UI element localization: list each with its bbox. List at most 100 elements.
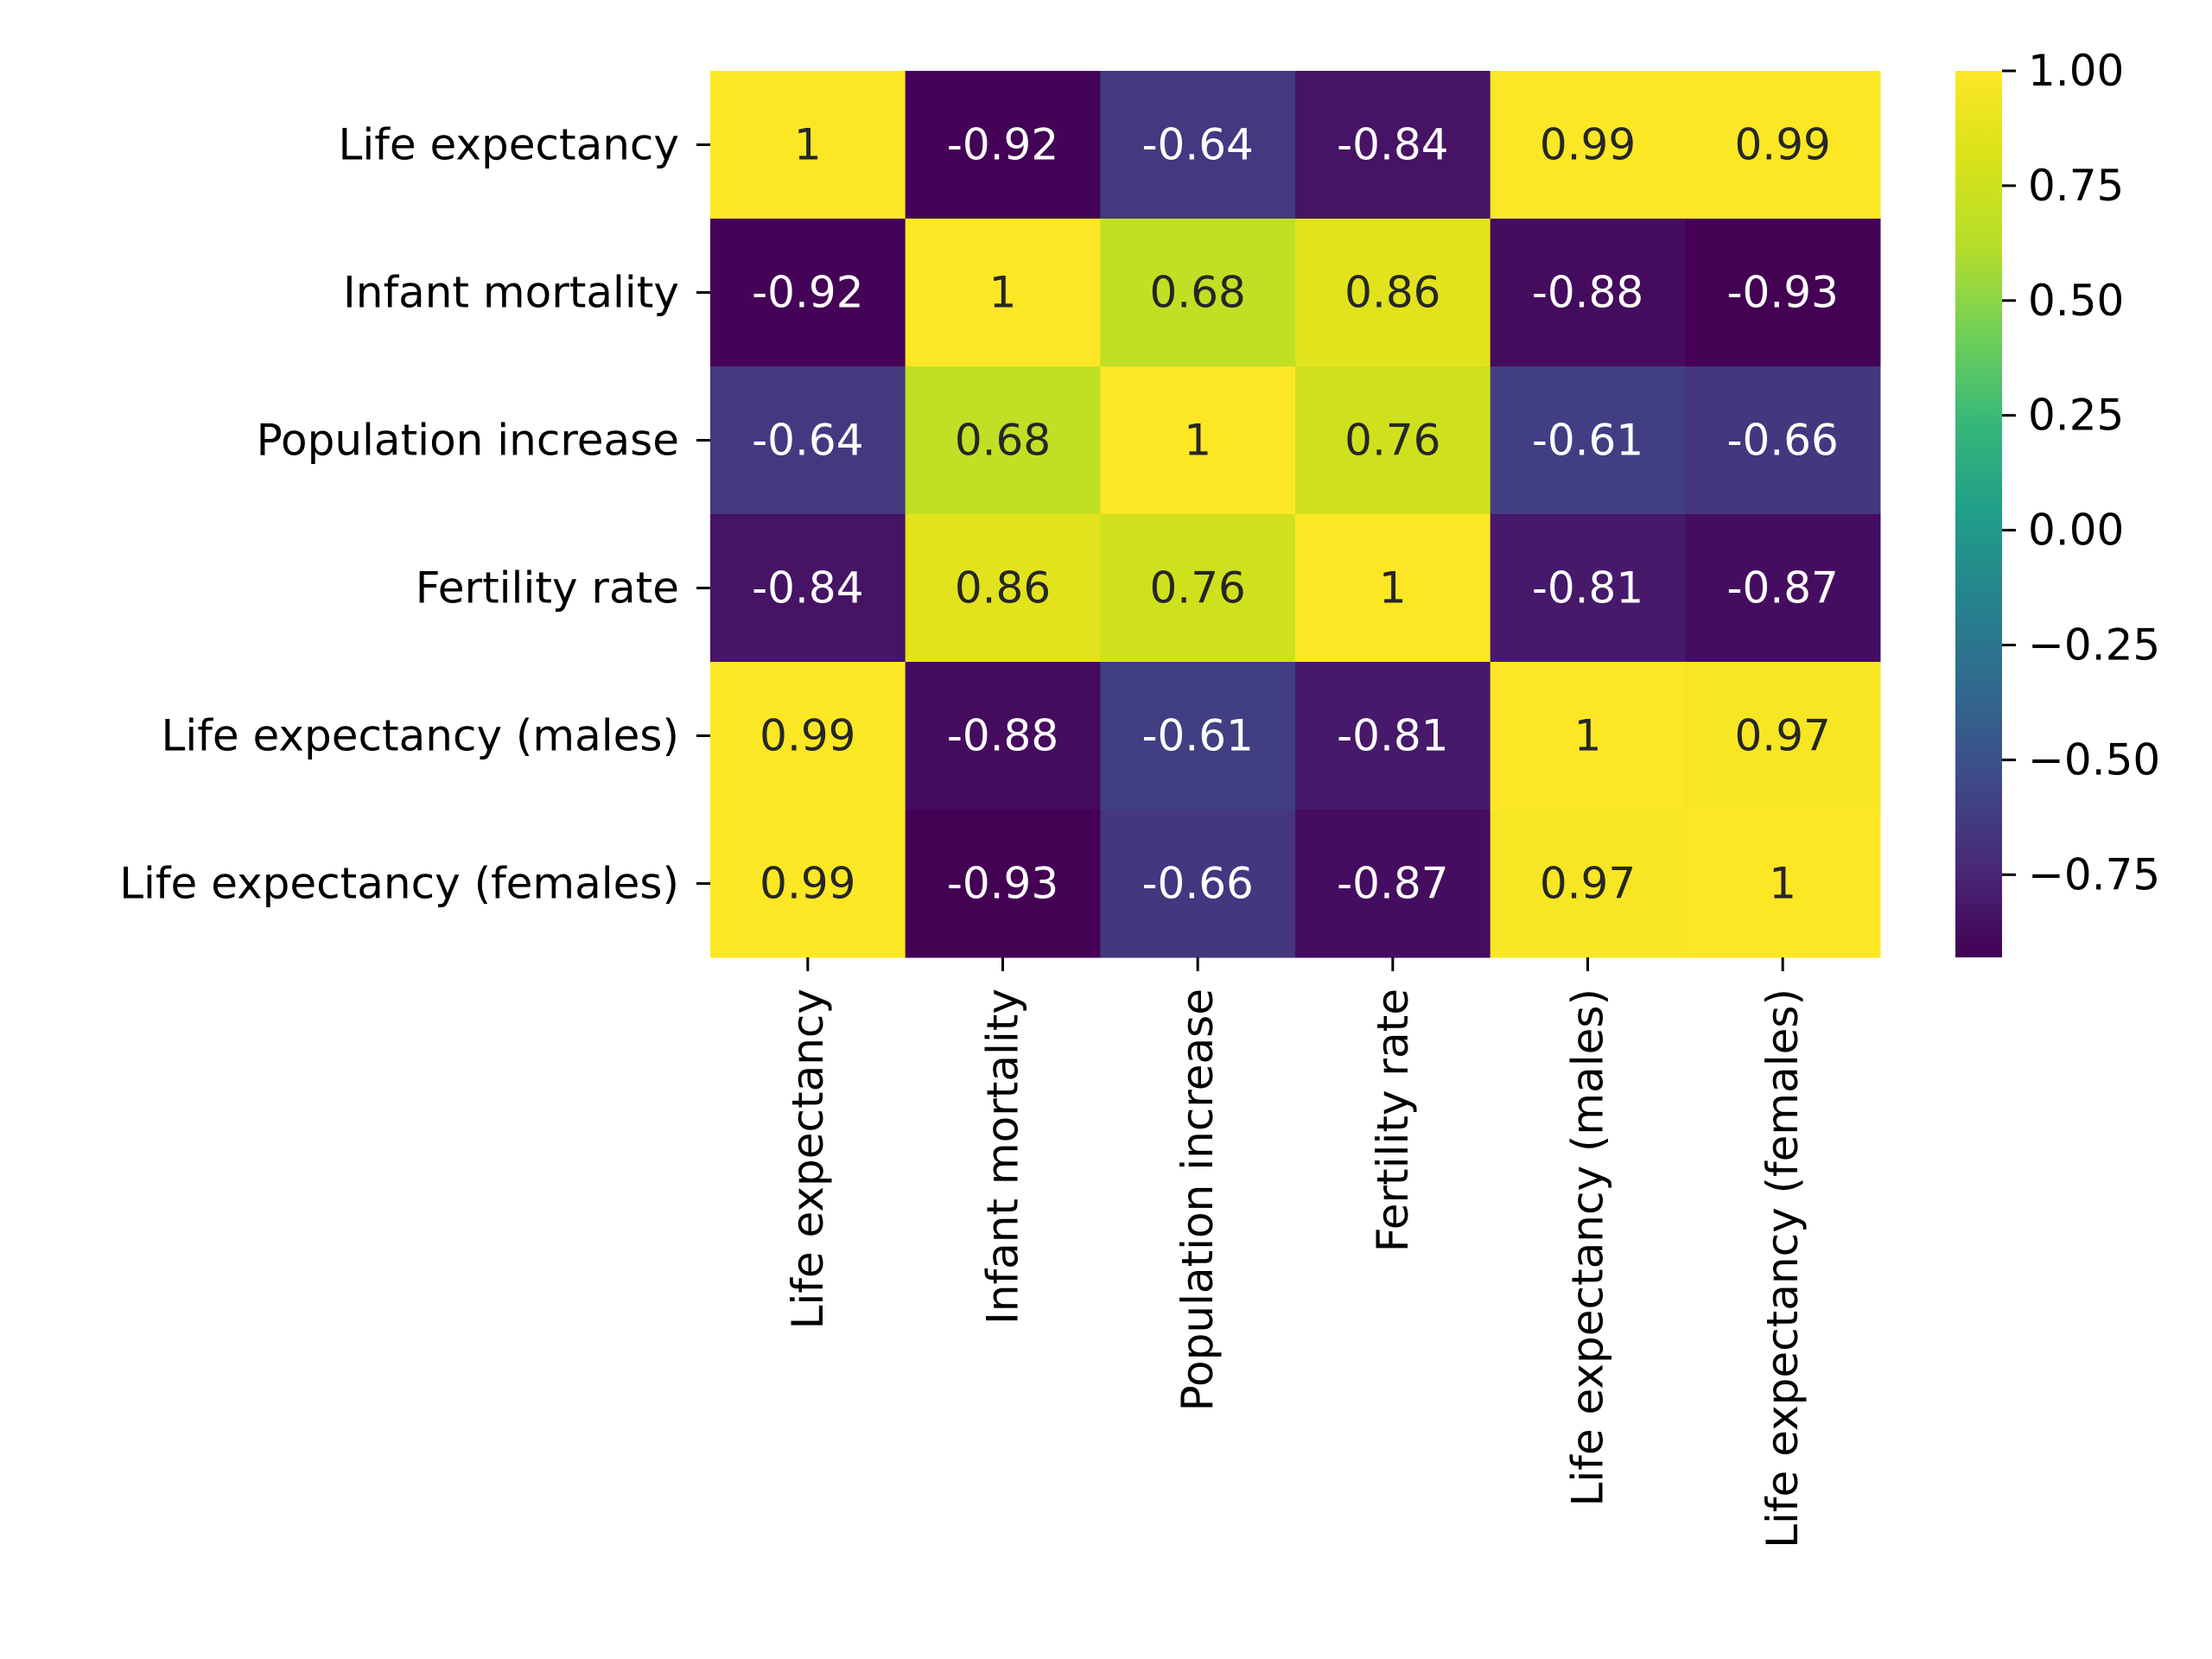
cell-value-label: 0.76 — [1150, 563, 1246, 613]
cell-value-label: -0.87 — [1726, 563, 1838, 613]
heatmap-cell — [1100, 219, 1296, 367]
heatmap-cell — [1685, 366, 1881, 515]
cell-value-label: 0.68 — [1150, 268, 1246, 318]
heatmap-cell — [1490, 366, 1686, 515]
y-tick-label: Population increase — [257, 416, 679, 466]
heatmap-cell — [1100, 366, 1296, 515]
heatmap-cell — [1100, 662, 1296, 810]
heatmap-cell — [905, 662, 1101, 810]
heatmap-cell — [1295, 219, 1491, 367]
cell-value-label: 0.68 — [955, 416, 1051, 466]
cell-value-label: 0.97 — [1735, 711, 1831, 761]
x-axis: Life expectancy Infant mortality Populatio… — [783, 957, 1808, 1548]
cell-value-label: 0.86 — [955, 563, 1051, 613]
cell-value-label: -0.84 — [752, 563, 863, 613]
x-tick-label: Infant mortality — [978, 988, 1028, 1325]
heatmap-cell — [1490, 219, 1686, 367]
cell-value-label: -0.81 — [1337, 711, 1448, 761]
heatmap-cell — [1685, 71, 1881, 219]
cell-value-label: -0.84 — [1337, 120, 1448, 170]
cell-value-label: 1 — [989, 268, 1017, 318]
heatmap-cell — [1685, 810, 1881, 958]
colorbar-gradient — [1955, 71, 2002, 957]
heatmap-cell — [1490, 662, 1686, 810]
cell-value-label: -0.92 — [947, 120, 1058, 170]
heatmap-cell — [1295, 662, 1491, 810]
cell-value-label: -0.93 — [1726, 268, 1838, 318]
x-tick-label: Life expectancy — [783, 988, 833, 1329]
heatmap-cell — [1490, 810, 1686, 958]
cell-value-label: 1 — [1574, 711, 1602, 761]
cell-value-label: -0.87 — [1337, 859, 1448, 909]
cell-value-label: -0.93 — [947, 859, 1058, 909]
colorbar-tick-label: −0.25 — [2028, 620, 2160, 671]
colorbar-ticks: 1.00 0.75 0.50 0.25 0.00 −0.25 −0.50 −0.75 — [2002, 46, 2160, 899]
y-tick-label: Fertility rate — [416, 563, 679, 613]
y-tick-label: Life expectancy — [339, 120, 679, 170]
cell-value-label: 0.99 — [760, 859, 855, 909]
x-tick-label: Fertility rate — [1368, 988, 1418, 1252]
cell-value-label: 0.99 — [1735, 120, 1831, 170]
heatmap-cell — [710, 514, 906, 663]
y-tick-label: Life expectancy (females) — [119, 859, 679, 909]
cell-value-label: -0.92 — [752, 268, 863, 318]
cell-value-label: -0.66 — [1726, 416, 1838, 466]
heatmap-cell — [1295, 810, 1491, 958]
heatmap-cell — [710, 71, 906, 219]
x-tick-label: Life expectancy (females) — [1758, 988, 1808, 1548]
heatmap-cell — [1100, 810, 1296, 958]
cell-value-label: -0.88 — [947, 711, 1058, 761]
cell-value-label: 0.99 — [1540, 120, 1636, 170]
cell-value-label: -0.64 — [752, 416, 863, 466]
colorbar-tick-label: 0.75 — [2028, 161, 2124, 211]
heatmap-cell — [1100, 514, 1296, 663]
heatmap-cell — [710, 366, 906, 515]
cell-value-label: 1 — [1769, 859, 1796, 909]
colorbar-tick-label: −0.50 — [2028, 734, 2160, 785]
cell-value-label: -0.64 — [1141, 120, 1253, 170]
cell-value-label: 0.76 — [1344, 416, 1440, 466]
heatmap-cell — [905, 71, 1101, 219]
cell-value-label: -0.61 — [1141, 711, 1253, 761]
heatmap-cell — [1685, 514, 1881, 663]
heatmap-cell — [905, 514, 1101, 663]
x-tick-label: Population increase — [1173, 988, 1223, 1411]
colorbar-tick-label: 0.25 — [2028, 391, 2124, 441]
cell-value-label: 1 — [794, 120, 822, 170]
x-tick-label: Life expectancy (males) — [1563, 988, 1613, 1506]
cell-value-label: -0.61 — [1532, 416, 1643, 466]
heatmap-cell — [1295, 71, 1491, 219]
heatmap-cell-labels: 1 -0.92 -0.64 -0.84 0.99 0.99 -0.92 1 0.68 0.86 -0… — [752, 120, 1839, 909]
colorbar-tick-label: 0.50 — [2028, 276, 2124, 326]
y-tick-label: Infant mortality — [343, 268, 679, 318]
heatmap-cell — [905, 219, 1101, 367]
heatmap-cell — [1685, 662, 1881, 810]
heatmap-cell — [710, 810, 906, 958]
cell-value-label: -0.81 — [1532, 563, 1643, 613]
y-axis: Life expectancy Infant mortality Populatio… — [119, 120, 710, 909]
cell-value-label: 0.97 — [1540, 859, 1636, 909]
heatmap-cell — [1685, 219, 1881, 367]
heatmap-cells — [710, 71, 1881, 958]
heatmap-cell — [1100, 71, 1296, 219]
heatmap-cell — [710, 662, 906, 810]
cell-value-label: 0.86 — [1344, 268, 1440, 318]
colorbar-tick-label: −0.75 — [2028, 849, 2160, 899]
cell-value-label: 1 — [1184, 416, 1211, 466]
cell-value-label: 1 — [1379, 563, 1407, 613]
heatmap-cell — [1295, 366, 1491, 515]
heatmap-cell — [710, 219, 906, 367]
heatmap-cell — [905, 366, 1101, 515]
heatmap-cell — [1490, 71, 1686, 219]
cell-value-label: 0.99 — [760, 711, 855, 761]
colorbar-tick-label: 1.00 — [2028, 46, 2124, 96]
heatmap-cell — [1295, 514, 1491, 663]
y-tick-label: Life expectancy (males) — [162, 711, 679, 761]
cell-value-label: -0.88 — [1532, 268, 1643, 318]
cell-value-label: -0.66 — [1141, 859, 1253, 909]
heatmap-cell — [905, 810, 1101, 958]
colorbar-tick-label: 0.00 — [2028, 505, 2124, 556]
colorbar — [1955, 71, 2002, 957]
heatmap-cell — [1490, 514, 1686, 663]
